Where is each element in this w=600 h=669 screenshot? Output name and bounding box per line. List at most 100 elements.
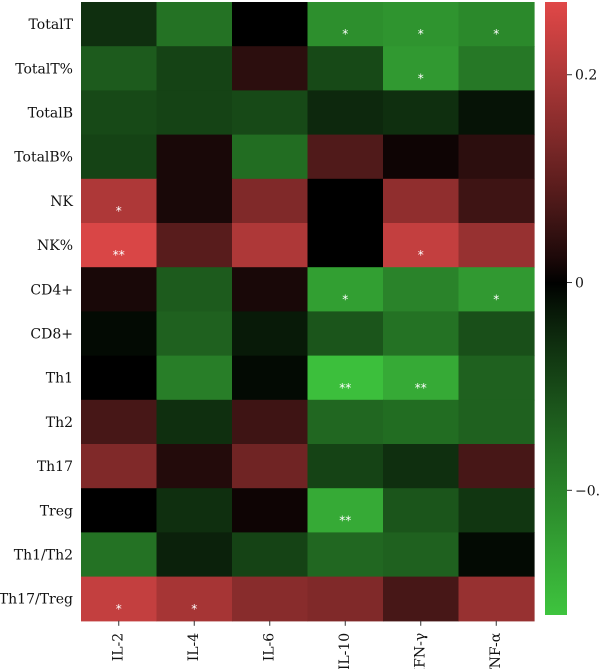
- heatmap-cell: [383, 532, 460, 578]
- heatmap-cell: [156, 488, 233, 533]
- heatmap-cell: [307, 532, 384, 578]
- significance-mark: *: [342, 27, 348, 41]
- heatmap-cell: [458, 576, 535, 622]
- significance-mark: *: [342, 292, 348, 306]
- heatmap-cell: [232, 134, 309, 180]
- heatmap-cell: [81, 223, 158, 268]
- heatmap-cell: [156, 532, 233, 578]
- heatmap-cell: [156, 2, 233, 47]
- column-label: IL-6: [262, 633, 278, 662]
- heatmap-cell: [156, 576, 233, 622]
- heatmap-cell: [232, 90, 309, 136]
- significance-mark: *: [116, 204, 122, 218]
- row-label: TotalB: [28, 106, 73, 122]
- colorbar-tick-label: 0.2: [575, 68, 597, 84]
- row-label: NK%: [37, 238, 73, 254]
- significance-marks: * * ***** ** *** ***** *: [113, 27, 500, 616]
- heatmap-cell: [156, 46, 233, 91]
- heatmap-cell: [81, 444, 158, 489]
- heatmap-cell: [307, 2, 384, 47]
- heatmap-cell: [307, 134, 384, 180]
- heatmap-cell: [307, 46, 384, 91]
- heatmap-cell: [81, 267, 158, 312]
- heatmap-cell: [156, 444, 233, 489]
- significance-mark: *: [418, 27, 424, 41]
- heatmap-cell: [232, 223, 309, 268]
- heatmap-cell: [232, 576, 309, 622]
- heatmap-cell: [232, 46, 309, 91]
- row-label: Treg: [40, 503, 73, 519]
- heatmap-cell: [383, 355, 460, 401]
- heatmap-cell: [81, 2, 158, 47]
- heatmap-cell: [156, 134, 233, 180]
- heatmap-cell: [383, 444, 460, 489]
- heatmap-cell: [383, 90, 460, 136]
- heatmap-cell: [458, 444, 535, 489]
- heatmap-cell: [383, 576, 460, 622]
- heatmap-cell: [458, 223, 535, 268]
- heatmap-cell: [156, 178, 233, 224]
- heatmap-cell: [81, 178, 158, 224]
- significance-mark: *: [493, 292, 499, 306]
- heatmap-cell: [307, 311, 384, 357]
- heatmap-cell: [156, 90, 233, 136]
- column-label: IL-10: [337, 633, 353, 669]
- heatmap-cell: [307, 444, 384, 489]
- heatmap-cell: [156, 399, 233, 445]
- colorbar-tick-label: 0: [575, 276, 584, 292]
- heatmap-cell: [232, 488, 309, 533]
- row-labels: TotalT TotalT% TotalB TotalB% NK NK% CD4+ CD8+ T…: [0, 17, 74, 608]
- heatmap-cell: [383, 399, 460, 445]
- colorbar-tick-label: −0.2: [575, 483, 600, 499]
- heatmap-cell: [383, 311, 460, 357]
- heatmap-cell: [307, 223, 384, 268]
- column-label: IL-2: [111, 633, 127, 661]
- heatmap-cell: [307, 488, 384, 533]
- heatmap-cell: [383, 267, 460, 312]
- heatmap-cell: [383, 134, 460, 180]
- heatmap-cell: [307, 178, 384, 224]
- significance-mark: **: [113, 248, 125, 262]
- row-label: TotalB%: [14, 150, 73, 166]
- heatmap-cell: [307, 90, 384, 136]
- significance-mark: **: [339, 513, 351, 527]
- significance-mark: *: [493, 27, 499, 41]
- heatmap-cell: [383, 46, 460, 91]
- heatmap-cell: [307, 576, 384, 622]
- heatmap-cell: [458, 90, 535, 136]
- heatmap-cell: [81, 399, 158, 445]
- heatmap-cell: [383, 178, 460, 224]
- significance-mark: *: [191, 602, 197, 616]
- heatmap-cell: [458, 488, 535, 533]
- heatmap-cell: [232, 311, 309, 357]
- heatmap-cell: [156, 311, 233, 357]
- significance-mark: *: [418, 71, 424, 85]
- row-label: CD8+: [30, 327, 73, 343]
- column-labels: IL-2 IL-4 IL-6 IL-10 IFN-γ TNF-α: [111, 620, 504, 669]
- row-label: Th17/Treg: [0, 592, 73, 608]
- heatmap-cell: [458, 355, 535, 401]
- heatmap-cell: [458, 399, 535, 445]
- significance-mark: *: [116, 602, 122, 616]
- heatmap-cell: [232, 355, 309, 401]
- heatmap-cell: [383, 2, 460, 47]
- heatmap-cell: [458, 178, 535, 224]
- heatmap-cell: [458, 46, 535, 91]
- heatmap-cells: [81, 2, 535, 622]
- heatmap-cell: [81, 311, 158, 357]
- heatmap-cell: [232, 399, 309, 445]
- heatmap-cell: [458, 532, 535, 578]
- colorbar: 0.2 0 −0.2: [545, 2, 600, 615]
- significance-mark: **: [415, 381, 427, 395]
- heatmap-cell: [156, 267, 233, 312]
- row-label: Th1: [46, 371, 73, 387]
- heatmap-cell: [458, 2, 535, 47]
- heatmap-cell: [307, 267, 384, 312]
- heatmap-cell: [232, 532, 309, 578]
- heatmap-cell: [307, 399, 384, 445]
- heatmap-cell: [307, 355, 384, 401]
- row-label: Th2: [46, 415, 73, 431]
- heatmap-cell: [458, 311, 535, 357]
- row-label: TotalT: [29, 17, 74, 33]
